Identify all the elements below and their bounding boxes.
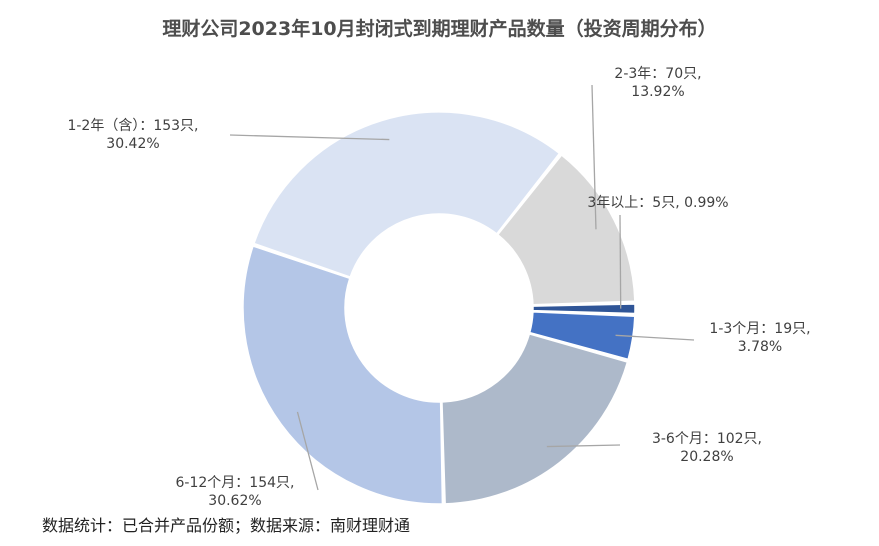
leader-line-4 [229,134,390,141]
slice-percent-3: 30.62% [208,493,261,509]
leader-line-6 [619,214,622,309]
slice-label-4: 1-2年（含）：153只, [67,118,198,134]
slice-2 [441,332,629,505]
slice-label-5: 2-3年：70只, [614,66,701,82]
chart-title: 理财公司2023年10月封闭式到期理财产品数量（投资周期分布） [162,18,717,40]
leader-line-3 [296,411,319,491]
slice-percent-5: 13.92% [631,84,684,100]
slice-label-6: 3年以上：5只, 0.99% [587,195,728,211]
slice-percent-1: 3.78% [738,339,782,355]
slice-4 [252,111,561,279]
leader-line-2 [546,444,621,448]
slice-percent-4: 30.42% [106,136,159,152]
leader-line-5 [591,84,597,230]
slice-label-1: 1-3个月：19只, [709,321,810,337]
slice-label-2: 3-6个月：102只, [652,431,762,447]
slice-percent-2: 20.28% [680,449,733,465]
leader-line-1 [615,334,695,341]
slice-6 [532,303,636,315]
source-note: 数据统计：已合并产品份额；数据来源：南财理财通 [42,516,411,535]
slice-3 [242,245,444,505]
slice-1 [528,311,636,361]
slice-label-3: 6-12个月：154只, [176,475,295,491]
